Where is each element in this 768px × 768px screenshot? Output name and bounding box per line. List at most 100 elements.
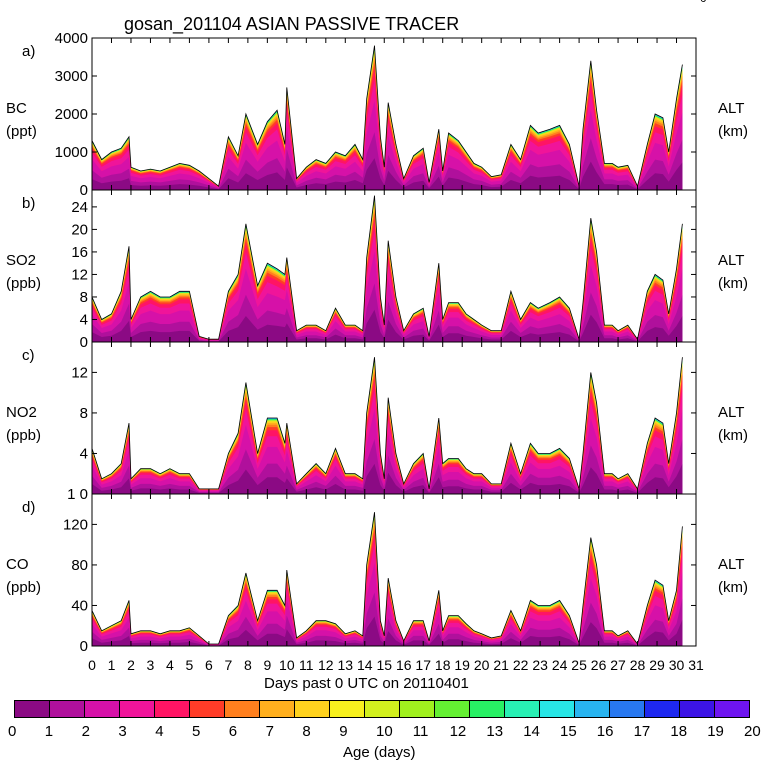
panel-co: 120 80 40 0 d) CO (ppb) ALT (km) — [6, 493, 748, 655]
x-tick-label: 22 — [513, 657, 529, 673]
panel-letter: b) — [22, 195, 35, 212]
y-tick-label: 24 — [71, 199, 88, 216]
panel-letter: d) — [22, 499, 35, 516]
y-tick-label: 4 — [80, 445, 88, 462]
panel-no2: 12 8 4 1 0 c) NO2 (ppb) ALT (km) — [6, 341, 748, 503]
y-tick-label: 12 — [71, 266, 88, 283]
colorbar-tick-label: 16 — [596, 723, 614, 740]
colorbar-tick-label: 5 — [192, 723, 201, 740]
x-tick-label: 25 — [571, 657, 587, 673]
panel-frame — [91, 493, 697, 647]
species-unit: (ppb) — [6, 275, 41, 292]
x-tick-label: 17 — [415, 657, 431, 673]
colorbar-tick-label: 6 — [228, 723, 238, 740]
x-tick-label: 24 — [552, 657, 568, 673]
panel-letter: c) — [22, 347, 35, 364]
x-tick-label: 0 — [88, 657, 96, 673]
panel-so2: 24 20 16 12 8 4 0 b) SO2 (ppb) ALT (km) — [6, 189, 748, 351]
age-layer-2 — [92, 563, 683, 646]
y-tick-label: 4000 — [55, 30, 88, 47]
colorbar-tick-label: 18 — [670, 723, 688, 740]
series-no2-top — [91, 357, 683, 490]
x-tick-label: 3 — [147, 657, 155, 673]
colorbar-cell — [155, 701, 190, 717]
colorbar-tick-label: 7 — [265, 723, 274, 740]
right-axis-label: ALT — [718, 252, 744, 269]
x-axis-label: Days past 0 UTC on 20110401 — [264, 675, 469, 692]
colorbar-label: Age (days) — [343, 744, 416, 761]
y-tick-label: 3000 — [55, 68, 88, 85]
corner-mark: 0 — [700, 0, 707, 5]
colorbar-cell — [715, 701, 749, 717]
x-tick-label: 2 — [127, 657, 135, 673]
x-tick-label: 10 — [279, 657, 295, 673]
y-tick-label: 12 — [71, 364, 88, 381]
colorbar-cell — [365, 701, 400, 717]
y-tick-label: 0 — [80, 182, 88, 199]
colorbar-cell — [435, 701, 470, 717]
x-tick-label: 31 — [688, 657, 704, 673]
x-tick-label: 20 — [474, 657, 490, 673]
age-layer-1 — [92, 592, 683, 646]
x-tick-label: 30 — [669, 657, 685, 673]
y-tick-label: 16 — [71, 244, 88, 261]
colorbar-tick-label: 19 — [707, 723, 724, 740]
x-tick-label: 5 — [186, 657, 194, 673]
colorbar-cell — [120, 701, 155, 717]
colorbar-tick-label: 0 — [8, 723, 17, 740]
x-tick-label: 18 — [435, 657, 451, 673]
series-co-top — [91, 512, 683, 645]
age-layer-0 — [92, 616, 683, 646]
colorbar-cell — [470, 701, 505, 717]
right-axis-unit: (km) — [718, 427, 748, 444]
species-label: NO2 — [6, 404, 37, 421]
right-axis-unit: (km) — [718, 275, 748, 292]
y-tick-label: 2000 — [55, 106, 88, 123]
x-tick-label: 14 — [357, 657, 373, 673]
x-tick-label: 11 — [299, 657, 314, 673]
colorbar-tick-label: 20 — [744, 723, 761, 740]
right-axis-label: ALT — [718, 100, 744, 117]
x-tick-label: 1 — [108, 657, 116, 673]
colorbar-tick-label: 9 — [339, 723, 348, 740]
x-tick-label: 16 — [396, 657, 412, 673]
species-label: BC — [6, 100, 27, 117]
y-tick-label: 20 — [71, 221, 88, 238]
species-unit: (ppt) — [6, 123, 37, 140]
y-tick-label: 80 — [71, 557, 88, 574]
x-tick-label: 12 — [318, 657, 334, 673]
x-tick-label: 29 — [649, 657, 665, 673]
right-axis-label: ALT — [718, 404, 744, 421]
series-so2-top — [91, 195, 683, 341]
colorbar-tick-label: 11 — [412, 723, 429, 740]
colorbar-cell — [190, 701, 225, 717]
series-bc-top — [91, 45, 683, 188]
colorbar-tick-label: 2 — [81, 723, 90, 740]
colorbar-tick-label: 4 — [155, 723, 164, 740]
y-tick-label: 0 — [80, 638, 88, 655]
colorbar-tick-label: 1 — [44, 723, 54, 740]
panels-svg: 40003000200010000a)BC(ppt)ALT(km)2420161… — [6, 30, 748, 673]
x-tick-label: 7 — [224, 657, 232, 673]
y-tick-label: 8 — [80, 289, 88, 306]
chart-title: gosan_201104 ASIAN PASSIVE TRACER — [124, 14, 460, 34]
colorbar-cell — [540, 701, 575, 717]
x-tick-label: 23 — [532, 657, 548, 673]
species-unit: (ppb) — [6, 579, 41, 596]
colorbar-cell — [295, 701, 330, 717]
colorbar-tick-label: 15 — [560, 723, 577, 740]
colorbar-cell — [15, 701, 50, 717]
species-unit: (ppb) — [6, 427, 41, 444]
colorbar-cell — [400, 701, 435, 717]
panel-bc: 4000 3000 2000 1000 0 a) BC (ppt) ALT (km) — [6, 30, 748, 199]
colorbar-tick-label: 12 — [449, 723, 467, 740]
colorbar-cell — [575, 701, 610, 717]
y-tick-label: 1000 — [55, 144, 88, 161]
colorbar-cell — [680, 701, 715, 717]
colorbar-tick-label: 14 — [523, 723, 540, 740]
colorbar-cell — [610, 701, 645, 717]
y-tick-label: 0 — [80, 334, 88, 351]
age-layer-0 — [92, 463, 683, 494]
y-tick-label: 8 — [80, 405, 88, 422]
